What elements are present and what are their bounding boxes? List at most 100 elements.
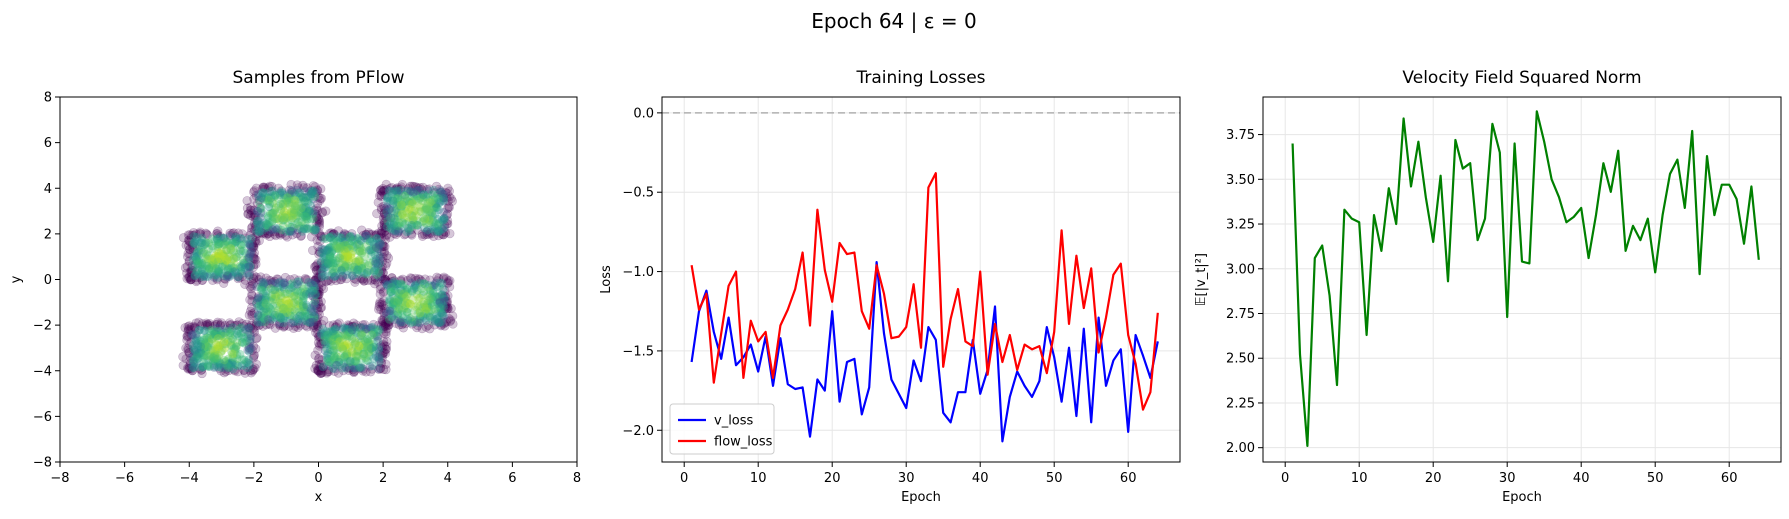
scatter-point <box>378 201 389 211</box>
y-tick-label: 0.0 <box>633 106 654 121</box>
scatter-point <box>228 349 237 359</box>
scatter-point <box>250 236 261 246</box>
scatter-point <box>369 354 379 363</box>
scatter-point <box>202 230 213 240</box>
scatter-point <box>313 186 323 196</box>
scatter-point <box>189 241 199 251</box>
scatter-point <box>254 236 264 246</box>
scatter-point <box>348 271 357 281</box>
scatter-point <box>379 186 390 196</box>
scatter-point <box>443 196 453 206</box>
legend-label: v_loss <box>714 414 754 429</box>
x-axis-label: Epoch <box>1502 490 1542 505</box>
scatter-point <box>310 350 320 360</box>
scatter-point <box>417 229 427 239</box>
y-tick-label: 2.00 <box>1226 441 1255 456</box>
scatter-point <box>188 245 198 255</box>
scatter-point <box>194 229 204 239</box>
scatter-point <box>228 229 238 239</box>
scatter-point <box>420 230 430 240</box>
scatter-point <box>444 186 454 196</box>
scatter-point <box>231 268 241 278</box>
scatter-point <box>185 230 195 240</box>
scatter-point <box>219 278 229 288</box>
scatter-point <box>331 275 341 286</box>
scatter-point <box>208 275 218 285</box>
scatter-point <box>244 271 254 281</box>
scatter-point <box>317 208 327 218</box>
scatter-point <box>387 206 397 216</box>
scatter-point <box>379 203 390 214</box>
scatter-point <box>281 230 291 241</box>
y-tick-label: −6 <box>33 410 52 425</box>
scatter-point <box>286 318 296 328</box>
scatter-point <box>296 231 306 241</box>
scatter-point <box>189 239 198 248</box>
y-axis-label: Loss <box>599 265 614 294</box>
scatter-point <box>233 271 243 281</box>
scatter-point <box>387 182 397 193</box>
scatter-point <box>247 222 258 232</box>
scatter-point <box>238 246 248 256</box>
scatter-point <box>356 273 366 283</box>
scatter-point <box>183 248 193 258</box>
scatter-point <box>373 258 383 269</box>
scatter-point <box>447 196 457 206</box>
y-tick-label: 3.00 <box>1226 262 1255 277</box>
scatter-point <box>316 184 326 194</box>
scatter-point <box>309 205 319 215</box>
scatter-point <box>311 209 321 219</box>
scatter-point <box>246 205 256 215</box>
scatter-point <box>444 192 455 202</box>
scatter-point <box>254 195 265 205</box>
scatter-point <box>329 351 339 361</box>
scatter-point <box>370 272 380 282</box>
scatter-point <box>378 215 388 225</box>
y-tick-label: 3.75 <box>1226 128 1255 143</box>
scatter-point <box>298 180 308 190</box>
scatter-point <box>442 188 452 198</box>
scatter-point <box>439 220 450 230</box>
y-tick-label: 3.50 <box>1226 173 1255 188</box>
scatter-point <box>316 273 326 283</box>
scatter-point <box>208 234 217 243</box>
scatter-point <box>406 229 416 239</box>
scatter-point <box>183 252 193 262</box>
scatter-point <box>392 183 403 193</box>
scatter-point <box>222 256 231 265</box>
scatter-point <box>323 275 334 285</box>
scatter-point <box>312 185 322 195</box>
scatter-point <box>376 205 387 215</box>
scatter-point <box>237 271 248 281</box>
scatter-point <box>213 334 223 343</box>
y-tick-label: 3.25 <box>1226 218 1255 233</box>
scatter-point <box>248 242 258 252</box>
scatter-point <box>399 230 410 240</box>
scatter-point <box>254 216 263 225</box>
scatter-point <box>342 230 352 240</box>
scatter-point <box>263 183 274 193</box>
scatter-point <box>441 187 451 198</box>
scatter-point <box>378 187 388 197</box>
scatter-point <box>381 222 391 233</box>
scatter-point <box>376 233 386 243</box>
scatter-point <box>204 265 214 274</box>
scatter-point <box>275 230 285 240</box>
scatter-point <box>314 214 324 225</box>
scatter-point <box>382 251 392 261</box>
scatter-point <box>258 278 268 288</box>
scatter-point <box>314 222 324 232</box>
scatter-point <box>248 250 259 260</box>
scatter-point <box>418 182 428 192</box>
scatter-point <box>308 186 317 196</box>
scatter-point <box>237 229 247 239</box>
scatter-point <box>235 349 245 359</box>
scatter-point <box>426 229 436 239</box>
scatter-point <box>199 326 209 335</box>
scatter-point <box>384 315 394 324</box>
x-axis-label: Epoch <box>901 490 941 505</box>
legend-label: flow_loss <box>714 435 773 450</box>
scatter-point <box>229 228 239 238</box>
scatter-point <box>446 303 456 314</box>
scatter-point <box>438 230 448 240</box>
